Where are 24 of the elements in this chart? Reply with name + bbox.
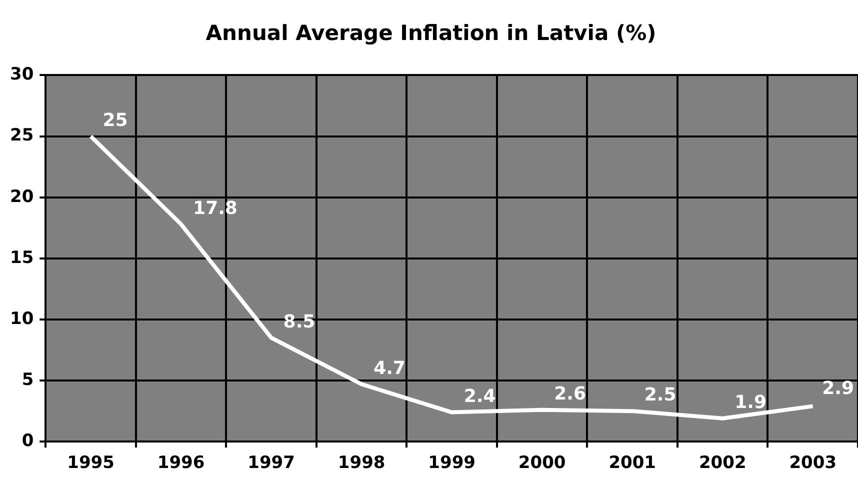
data-label: 2.6 — [554, 384, 586, 405]
x-tick-label: 1998 — [338, 453, 386, 474]
data-label: 25 — [102, 110, 128, 131]
x-tick-label: 2000 — [518, 453, 566, 474]
x-tick-label: 1996 — [157, 453, 205, 474]
x-tick-label: 2002 — [698, 453, 746, 474]
data-label: 1.9 — [734, 392, 766, 414]
data-label: 2.9 — [822, 378, 854, 399]
y-tick-label: 10 — [10, 308, 34, 329]
y-tick-label: 0 — [22, 431, 34, 452]
x-tick-label: 2001 — [608, 453, 656, 474]
x-tick-label: 1995 — [67, 453, 114, 474]
data-label: 2.4 — [464, 386, 496, 407]
x-tick-label: 1997 — [248, 453, 295, 474]
y-tick-label: 20 — [10, 186, 34, 207]
chart-title: Annual Average Inflation in Latvia (%) — [206, 21, 656, 46]
y-tick-label: 5 — [22, 370, 34, 390]
data-label: 4.7 — [374, 358, 406, 379]
x-tick-label: 1999 — [428, 453, 476, 474]
y-tick-label: 25 — [10, 126, 34, 146]
y-tick-label: 30 — [10, 64, 34, 85]
data-label: 2.5 — [644, 384, 676, 406]
y-tick-label: 15 — [10, 248, 34, 268]
x-tick-label: 2003 — [789, 453, 837, 474]
